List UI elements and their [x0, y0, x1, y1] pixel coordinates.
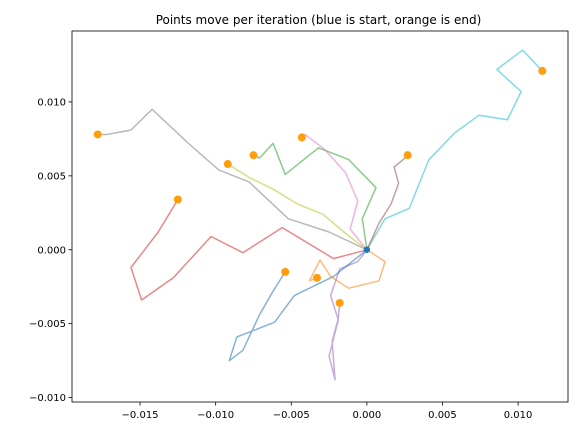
- chart-title: Points move per iteration (blue is start…: [156, 13, 482, 27]
- series-line-9: [366, 154, 409, 251]
- series-line-3: [130, 199, 368, 301]
- series-line-8: [301, 133, 368, 251]
- axes-frame: [71, 30, 569, 403]
- series-line-5: [366, 49, 543, 251]
- x-tick-label: 0.005: [428, 410, 457, 421]
- x-tick-label: 0.010: [504, 410, 533, 421]
- y-tick-label: −0.005: [29, 319, 66, 330]
- series-line-6: [228, 249, 368, 362]
- end-marker-6: [281, 267, 290, 276]
- end-marker-5: [538, 66, 547, 75]
- plot-area: [93, 49, 547, 381]
- series-line-2: [328, 249, 368, 381]
- end-marker-2: [335, 298, 344, 307]
- series-line-10: [227, 163, 368, 251]
- end-marker-10: [223, 160, 232, 169]
- x-tick-label: −0.010: [197, 410, 234, 421]
- series-group: [93, 49, 547, 381]
- x-axis: −0.015 −0.010 −0.005 0.000 0.005 0.010: [122, 402, 533, 421]
- y-tick-label: 0.000: [37, 245, 66, 256]
- end-marker-3: [173, 195, 182, 204]
- y-tick-label: 0.005: [37, 171, 66, 182]
- series-line-1: [97, 108, 368, 251]
- end-marker-7: [312, 273, 321, 282]
- end-marker-1: [93, 130, 102, 139]
- x-tick-label: −0.015: [122, 410, 159, 421]
- y-axis: −0.010 −0.005 0.000 0.005 0.010: [29, 97, 72, 404]
- x-tick-label: 0.000: [353, 410, 382, 421]
- y-tick-label: 0.010: [37, 97, 66, 108]
- end-marker-4: [249, 151, 258, 160]
- end-marker-9: [403, 151, 412, 160]
- series-line-4: [253, 142, 377, 250]
- x-tick-label: −0.005: [273, 410, 310, 421]
- y-tick-label: −0.010: [29, 393, 66, 404]
- series-line-7: [308, 249, 386, 289]
- end-marker-8: [297, 133, 306, 142]
- start-marker-10: [363, 246, 370, 253]
